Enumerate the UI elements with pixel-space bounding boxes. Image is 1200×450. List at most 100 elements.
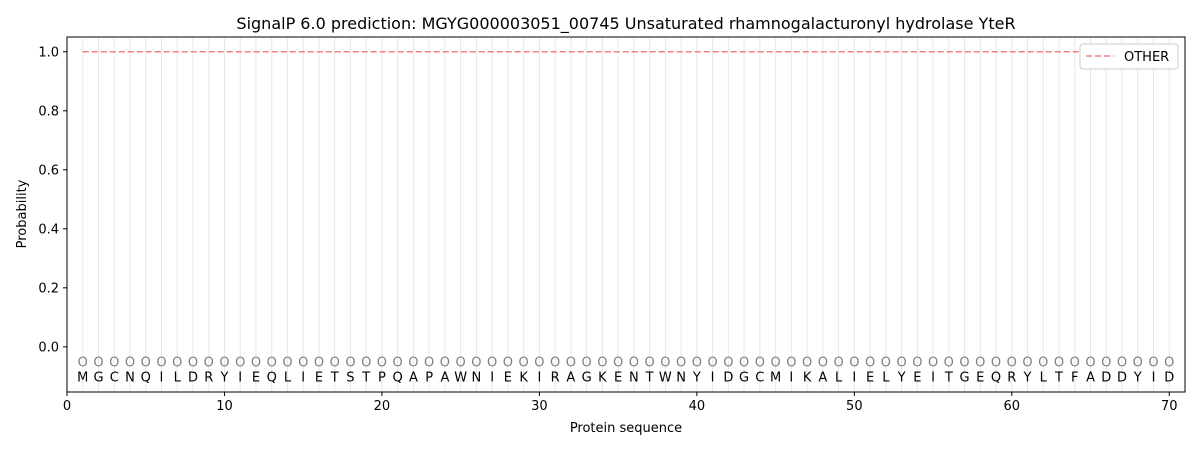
residue-letter: K [519, 370, 528, 385]
label-marker-O: O [550, 356, 560, 371]
residue-letter: C [755, 370, 764, 385]
label-marker-O: O [629, 356, 639, 371]
residue-letter: A [818, 370, 827, 385]
residue-letter: Q [393, 370, 403, 385]
residue-letter: T [361, 370, 370, 385]
residue-letter: N [676, 370, 686, 385]
residue-letter: R [1007, 370, 1016, 385]
label-marker-O: O [1117, 356, 1127, 371]
label-marker-O: O [219, 356, 229, 371]
label-marker-O: O [519, 356, 529, 371]
label-marker-O: O [1085, 356, 1095, 371]
label-marker-O: O [802, 356, 812, 371]
residue-letter: E [315, 370, 323, 385]
x-tick-label: 60 [1004, 399, 1021, 414]
x-tick-label: 10 [216, 399, 233, 414]
label-marker-O: O [660, 356, 670, 371]
residue-letter: E [614, 370, 622, 385]
residue-letter: G [582, 370, 592, 385]
residue-letter: N [629, 370, 639, 385]
x-tick-label: 30 [531, 399, 548, 414]
residue-letter: R [204, 370, 213, 385]
residue-letter: I [789, 370, 793, 385]
label-marker-O: O [833, 356, 843, 371]
label-marker-O: O [235, 356, 245, 371]
label-marker-O: O [1054, 356, 1064, 371]
residue-letter: G [960, 370, 970, 385]
legend-other-label: OTHER [1124, 50, 1169, 65]
label-marker-O: O [267, 356, 277, 371]
chart-title: SignalP 6.0 prediction: MGYG000003051_00… [236, 14, 1015, 34]
residue-letter: I [711, 370, 715, 385]
residue-letter: I [931, 370, 935, 385]
residue-letter: A [409, 370, 418, 385]
y-tick-label: 0.2 [38, 281, 59, 296]
label-marker-O: O [361, 356, 371, 371]
residue-letter: Q [267, 370, 277, 385]
label-marker-O: O [676, 356, 686, 371]
residue-letter: P [378, 370, 386, 385]
residue-letter: L [835, 370, 843, 385]
residue-letter: D [188, 370, 198, 385]
label-marker-O: O [408, 356, 418, 371]
label-marker-O: O [109, 356, 119, 371]
residue-letter: I [490, 370, 494, 385]
label-marker-O: O [141, 356, 151, 371]
label-marker-O: O [156, 356, 166, 371]
label-marker-O: O [204, 356, 214, 371]
y-tick-label: 1.0 [38, 45, 59, 60]
residue-letter: K [598, 370, 607, 385]
residue-letter: F [1071, 370, 1078, 385]
y-tick-label: 0.0 [38, 340, 59, 355]
y-tick-label: 0.8 [38, 104, 59, 119]
residue-letter: D [1164, 370, 1174, 385]
residue-letter: R [551, 370, 560, 385]
label-marker-O: O [1101, 356, 1111, 371]
label-marker-O: O [330, 356, 340, 371]
y-tick-label: 0.6 [38, 163, 59, 178]
x-tick-label: 50 [846, 399, 863, 414]
label-marker-O: O [1007, 356, 1017, 371]
residue-letter: D [1101, 370, 1111, 385]
label-marker-O: O [456, 356, 466, 371]
residue-letter: I [852, 370, 856, 385]
label-marker-O: O [912, 356, 922, 371]
label-marker-O: O [172, 356, 182, 371]
label-marker-O: O [692, 356, 702, 371]
label-marker-O: O [865, 356, 875, 371]
x-tick-label: 20 [374, 399, 391, 414]
residue-letter: E [504, 370, 512, 385]
residue-letter: C [110, 370, 119, 385]
residue-letter: D [723, 370, 733, 385]
label-marker-O: O [424, 356, 434, 371]
residue-letter: Y [692, 370, 701, 385]
residue-letter: L [1040, 370, 1048, 385]
residue-letter: L [284, 370, 292, 385]
residue-letter: N [472, 370, 482, 385]
y-tick-label: 0.4 [38, 222, 59, 237]
residue-letter: M [770, 370, 781, 385]
x-tick-label: 40 [689, 399, 706, 414]
label-marker-O: O [314, 356, 324, 371]
y-axis-label: Probability [15, 179, 30, 248]
residue-letter: T [1054, 370, 1063, 385]
residue-letter: G [93, 370, 103, 385]
label-marker-O: O [597, 356, 607, 371]
label-marker-O: O [1038, 356, 1048, 371]
residue-letter: L [174, 370, 182, 385]
residue-letter: D [1117, 370, 1127, 385]
label-marker-O: O [78, 356, 88, 371]
label-marker-O: O [739, 356, 749, 371]
residue-letter: W [659, 370, 672, 385]
label-marker-O: O [534, 356, 544, 371]
residue-letter: L [882, 370, 890, 385]
residue-letter: I [537, 370, 541, 385]
label-marker-O: O [1022, 356, 1032, 371]
residue-letter: A [440, 370, 449, 385]
label-marker-O: O [1164, 356, 1174, 371]
residue-letter: M [77, 370, 88, 385]
residue-letter: Y [1023, 370, 1032, 385]
label-marker-O: O [959, 356, 969, 371]
residue-letter: K [803, 370, 812, 385]
label-marker-O: O [298, 356, 308, 371]
